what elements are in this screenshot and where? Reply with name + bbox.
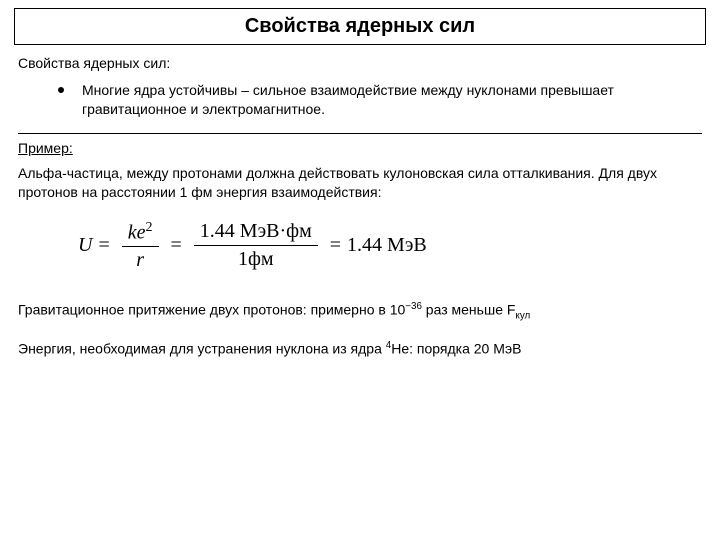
formula: U = ke2 r = 1.44 МэВ·фм 1фм = 1.44 МэВ — [78, 220, 702, 273]
frac1-num-a: ke — [128, 221, 146, 243]
equals-icon: = — [98, 234, 109, 257]
slide: Свойства ядерных сил Свойства ядерных си… — [0, 8, 720, 548]
page-title: Свойства ядерных сил — [15, 15, 705, 38]
fraction-2-num: 1.44 МэВ·фм — [194, 220, 318, 246]
energy-text-b: He: порядка 20 МэВ — [391, 341, 521, 357]
energy-line: Энергия, необходимая для устранения нукл… — [18, 339, 702, 359]
bullet-icon — [58, 87, 64, 93]
bullet-text: Многие ядра устойчивы – сильное взаимоде… — [82, 81, 702, 119]
energy-text-a: Энергия, необходимая для устранения нукл… — [18, 341, 386, 357]
content-area: Свойства ядерных сил: Многие ядра устойч… — [0, 55, 720, 358]
equals-icon: = — [171, 234, 182, 257]
fraction-1: ke2 r — [122, 220, 159, 273]
divider — [18, 133, 702, 134]
grav-sup: −36 — [405, 301, 422, 312]
grav-sub: кул — [515, 311, 530, 322]
grav-text-b: раз меньше F — [422, 302, 516, 318]
formula-rhs: 1.44 МэВ — [347, 234, 427, 257]
example-text: Альфа-частица, между протонами должна де… — [18, 164, 702, 202]
example-label: Пример: — [18, 140, 702, 156]
subtitle: Свойства ядерных сил: — [18, 55, 702, 71]
fraction-1-den: r — [130, 247, 150, 272]
gravitation-line: Гравитационное притяжение двух протонов:… — [18, 300, 702, 323]
bullet-item: Многие ядра устойчивы – сильное взаимоде… — [58, 81, 702, 119]
fraction-1-num: ke2 — [122, 220, 159, 248]
formula-lhs: U — [78, 234, 92, 257]
fraction-2-den: 1фм — [232, 246, 280, 271]
fraction-2: 1.44 МэВ·фм 1фм — [194, 220, 318, 271]
frac1-num-sup: 2 — [146, 220, 153, 235]
title-box: Свойства ядерных сил — [14, 8, 706, 45]
grav-text-a: Гравитационное притяжение двух протонов:… — [18, 302, 405, 318]
equals-icon: = — [330, 234, 341, 257]
